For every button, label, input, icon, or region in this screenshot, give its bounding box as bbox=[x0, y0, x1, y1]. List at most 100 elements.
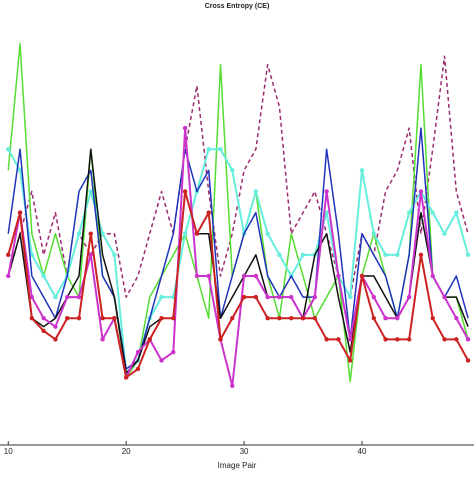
data-point bbox=[218, 337, 223, 342]
data-point bbox=[159, 294, 164, 300]
data-point bbox=[312, 294, 318, 300]
data-point bbox=[135, 349, 141, 355]
data-point bbox=[371, 294, 376, 300]
data-point bbox=[88, 252, 93, 258]
series-line bbox=[7, 190, 469, 379]
data-point bbox=[123, 375, 129, 380]
data-point bbox=[418, 252, 424, 258]
data-point bbox=[406, 294, 412, 300]
data-point bbox=[300, 252, 306, 258]
data-point bbox=[65, 294, 70, 300]
data-point bbox=[336, 337, 341, 342]
data-point bbox=[241, 273, 247, 279]
data-point bbox=[277, 252, 282, 258]
data-point bbox=[265, 316, 270, 321]
x-axis-label: Image Pair bbox=[218, 461, 257, 470]
data-point bbox=[6, 273, 11, 279]
data-point bbox=[53, 337, 58, 342]
data-point bbox=[112, 316, 117, 321]
data-point bbox=[430, 273, 435, 279]
data-point bbox=[206, 147, 211, 152]
data-point bbox=[277, 316, 282, 321]
data-point bbox=[289, 294, 294, 300]
data-point bbox=[65, 316, 70, 321]
data-point bbox=[418, 189, 424, 194]
data-point bbox=[29, 316, 35, 321]
data-point bbox=[100, 231, 105, 236]
data-point bbox=[289, 316, 294, 321]
data-point bbox=[206, 210, 211, 215]
data-point bbox=[371, 231, 376, 236]
data-point bbox=[171, 316, 176, 321]
x-tick-label: 30 bbox=[240, 447, 249, 456]
data-point bbox=[159, 316, 164, 321]
data-point bbox=[253, 273, 259, 279]
data-point bbox=[406, 337, 412, 342]
data-point bbox=[194, 273, 200, 279]
data-point bbox=[41, 273, 46, 279]
data-point bbox=[454, 316, 459, 321]
data-point bbox=[359, 273, 365, 279]
data-point bbox=[29, 252, 35, 258]
data-point bbox=[182, 231, 188, 236]
data-point bbox=[17, 168, 23, 173]
data-point bbox=[442, 337, 447, 342]
data-point bbox=[182, 189, 188, 194]
data-point bbox=[41, 316, 46, 321]
data-point bbox=[76, 231, 82, 236]
series-line bbox=[7, 55, 469, 298]
data-point bbox=[230, 316, 235, 321]
series-line bbox=[7, 127, 469, 370]
data-point bbox=[17, 210, 23, 215]
data-point bbox=[454, 210, 459, 215]
data-point bbox=[6, 252, 11, 258]
x-tick-label: 40 bbox=[358, 447, 367, 456]
chart-title: Cross Entropy (CE) bbox=[205, 3, 270, 10]
data-point bbox=[6, 147, 11, 152]
data-point bbox=[206, 273, 211, 279]
data-point bbox=[88, 189, 93, 194]
data-point bbox=[230, 383, 235, 389]
data-point bbox=[76, 316, 82, 321]
data-point bbox=[465, 337, 471, 342]
data-point bbox=[53, 324, 58, 329]
data-point bbox=[383, 337, 388, 342]
data-point bbox=[265, 294, 270, 300]
data-point bbox=[112, 252, 117, 258]
data-point bbox=[53, 294, 58, 300]
x-tick-label: 10 bbox=[4, 447, 13, 456]
data-point bbox=[395, 337, 400, 342]
data-point bbox=[265, 231, 270, 236]
data-point bbox=[336, 273, 341, 279]
data-point bbox=[159, 358, 164, 363]
data-point bbox=[41, 328, 46, 334]
data-point bbox=[430, 210, 435, 215]
data-point bbox=[324, 337, 329, 342]
series-line bbox=[7, 148, 469, 374]
data-point bbox=[442, 231, 447, 236]
data-point bbox=[135, 366, 141, 372]
data-point bbox=[383, 252, 388, 258]
data-point bbox=[300, 316, 306, 321]
data-point bbox=[359, 168, 365, 173]
data-point bbox=[465, 358, 471, 363]
data-point bbox=[29, 294, 35, 300]
data-point bbox=[371, 316, 376, 321]
data-point bbox=[324, 189, 329, 194]
data-point bbox=[171, 349, 176, 355]
data-point bbox=[347, 337, 353, 342]
data-point bbox=[147, 337, 152, 342]
data-point bbox=[383, 316, 388, 321]
data-point bbox=[395, 316, 400, 321]
data-point bbox=[194, 231, 200, 236]
data-point bbox=[230, 168, 235, 173]
data-point bbox=[100, 316, 105, 321]
data-point bbox=[241, 294, 247, 300]
data-point bbox=[182, 125, 188, 131]
data-point bbox=[218, 147, 223, 152]
data-point bbox=[88, 231, 93, 236]
data-point bbox=[253, 189, 259, 194]
data-point bbox=[430, 316, 435, 321]
